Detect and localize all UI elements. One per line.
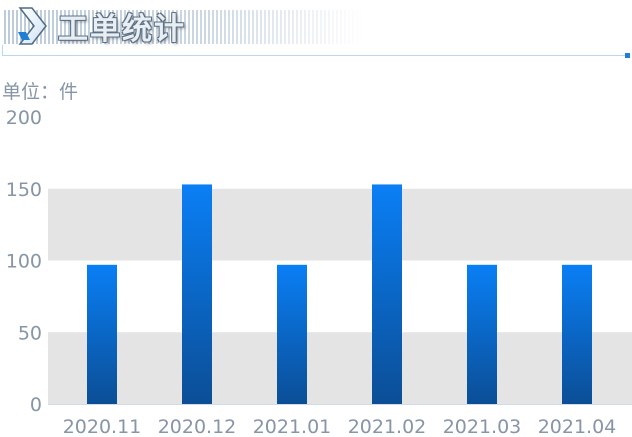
x-tick-label: 2020.12: [158, 416, 237, 437]
page-title: 工单统计: [58, 12, 186, 47]
bar: [372, 184, 402, 404]
header-end-marker: [625, 53, 630, 58]
chevron-right-icon: [18, 7, 47, 45]
y-tick-label: 150: [6, 179, 42, 201]
grid-band: [48, 332, 632, 404]
y-tick-label: 200: [6, 107, 42, 129]
bar: [182, 184, 212, 404]
bar: [277, 264, 307, 404]
header-left-tick: [2, 45, 3, 55]
header-divider: [2, 55, 628, 56]
bar: [467, 264, 497, 404]
x-tick-label: 2021.02: [348, 416, 427, 437]
title-decoration-band: [4, 10, 364, 44]
unit-label: 单位：件: [2, 81, 79, 103]
bar: [87, 264, 117, 404]
y-tick-label: 0: [30, 394, 42, 416]
x-tick-label: 2021.03: [443, 416, 522, 437]
grid-band: [48, 188, 632, 261]
y-tick-label: 100: [6, 251, 42, 273]
y-tick-label: 50: [18, 322, 42, 344]
bar: [562, 264, 592, 404]
panel-header: 工单统计: [0, 0, 632, 60]
x-tick-label: 2021.04: [538, 416, 617, 437]
x-tick-label: 2020.11: [63, 416, 142, 437]
x-tick-label: 2021.01: [253, 416, 332, 437]
